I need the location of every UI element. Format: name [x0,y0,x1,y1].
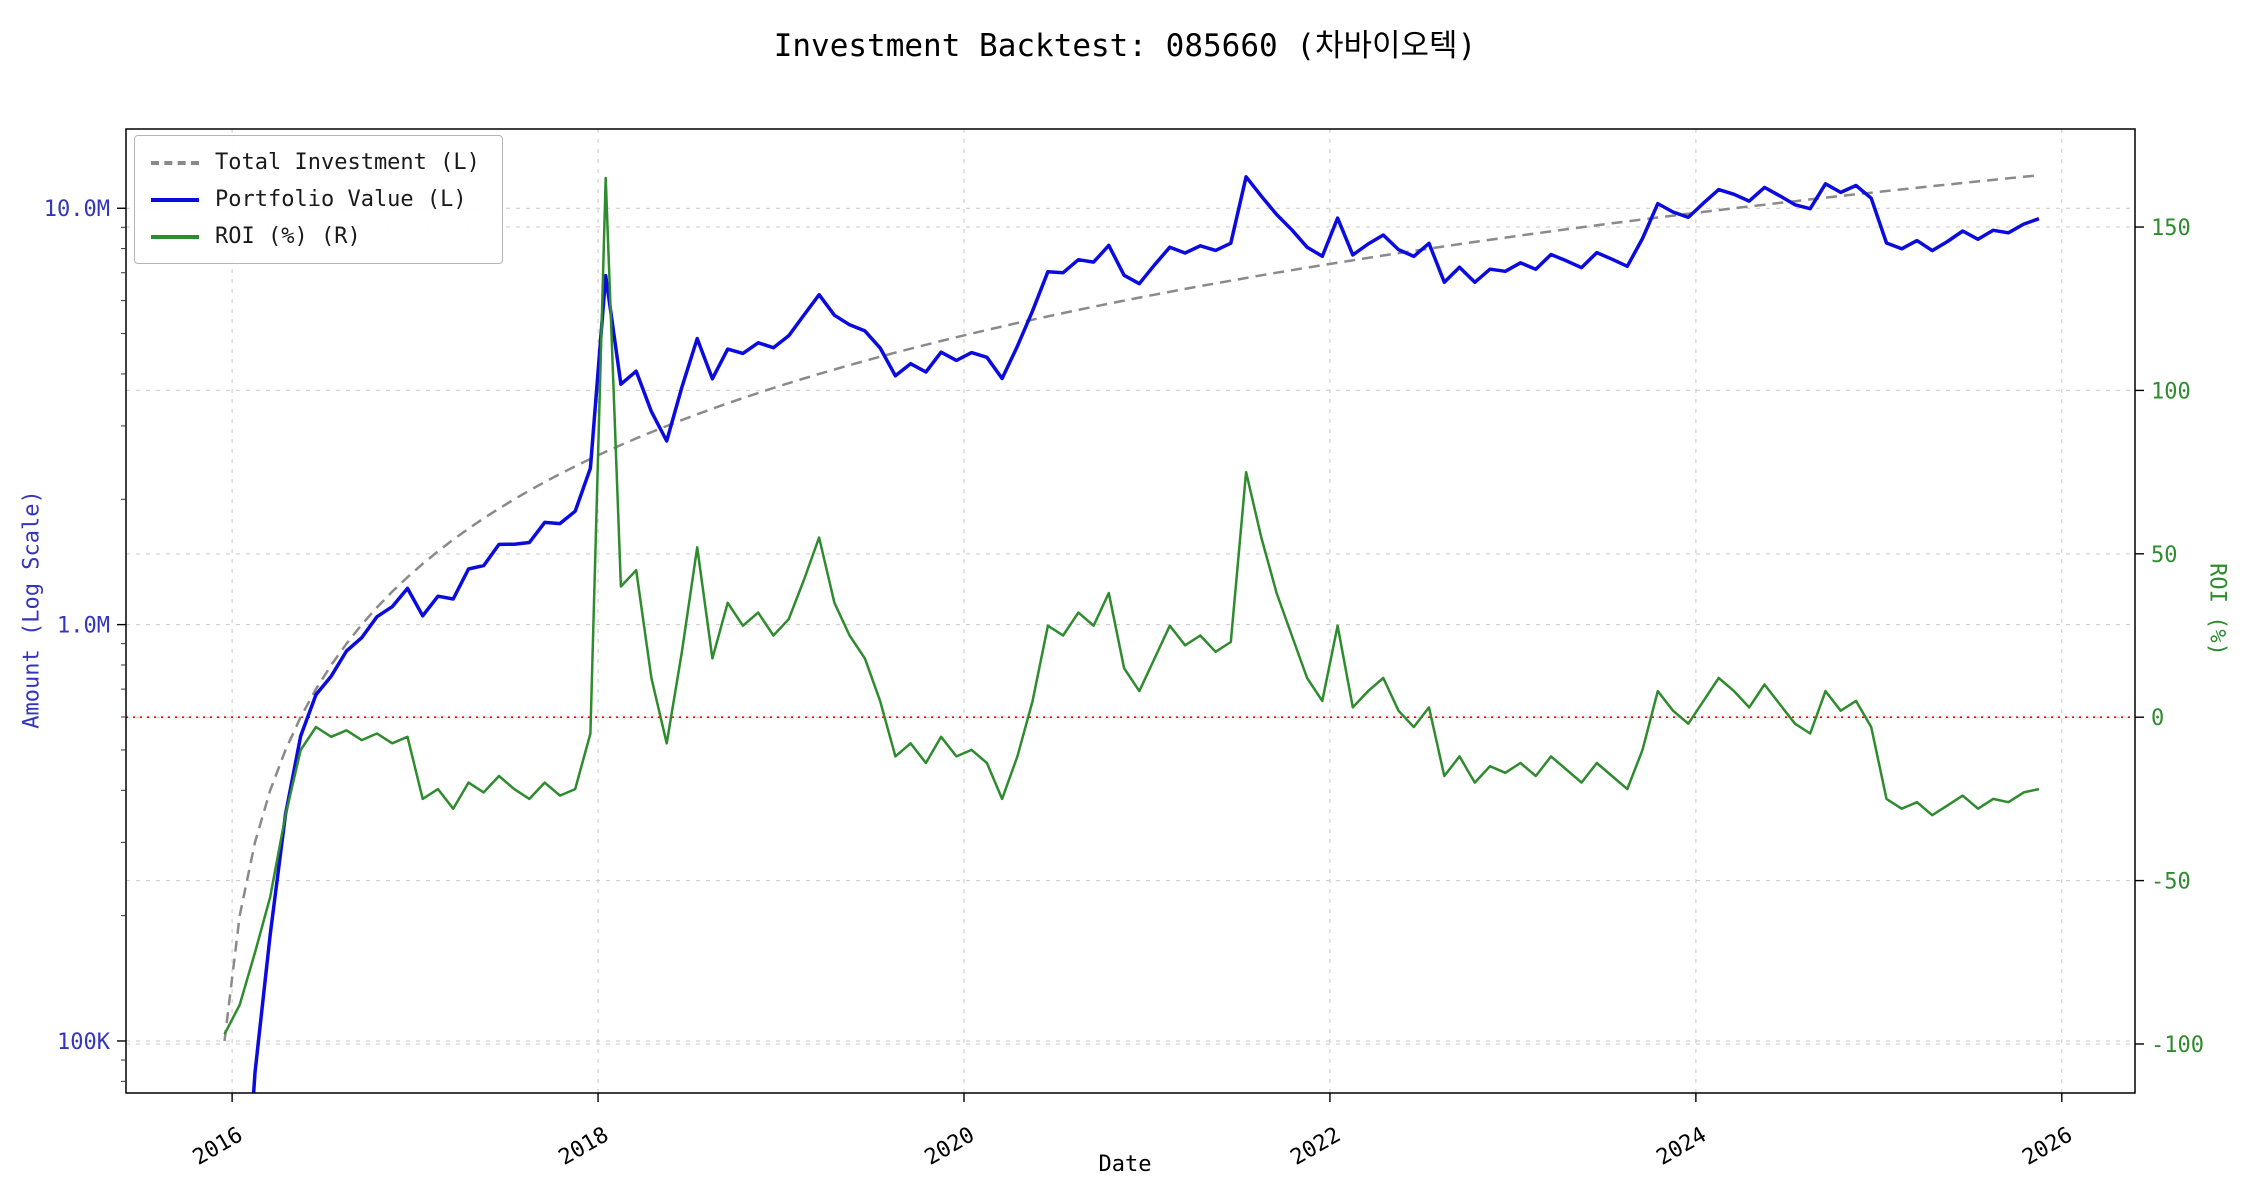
portfolio-value-line [251,175,2040,1093]
minor-tick-marks [121,226,126,1082]
y-axis-label-right: ROI (%) [2204,563,2230,656]
y-axis-label-left: Amount (Log Scale) [19,490,45,729]
total-investment-line [223,174,2040,1042]
legend-item-portfolio-value: Portfolio Value (L) [151,183,480,216]
solid-line-icon [151,197,199,202]
x-axis-label: Date [1098,1152,1152,1177]
legend: Total Investment (L) Portfolio Value (L)… [134,135,503,264]
legend-item-label: Portfolio Value (L) [215,187,467,212]
roi-line [223,176,2040,1035]
plot-border [125,128,2136,1094]
chart-title: Investment Backtest: 085660 (차바이오텍) [773,28,1477,64]
legend-item-label: Total Investment (L) [215,150,480,175]
svg-text:50: 50 [2151,543,2178,568]
svg-text:10.0M: 10.0M [44,197,110,222]
svg-text:150: 150 [2151,216,2191,241]
svg-text:100K: 100K [57,1030,111,1055]
svg-text:100: 100 [2151,379,2191,404]
dashed-line-icon [151,160,199,165]
axis-tick-marks [117,207,2144,1102]
svg-text:0: 0 [2151,706,2164,731]
solid-line-icon [151,234,199,239]
legend-item-roi: ROI (%) (R) [151,220,480,253]
svg-text:-50: -50 [2151,870,2191,895]
grid-lines [126,129,2135,1093]
svg-text:1.0M: 1.0M [57,614,110,639]
legend-item-total-investment: Total Investment (L) [151,146,480,179]
svg-text:-100: -100 [2151,1033,2204,1058]
legend-item-label: ROI (%) (R) [215,224,361,249]
